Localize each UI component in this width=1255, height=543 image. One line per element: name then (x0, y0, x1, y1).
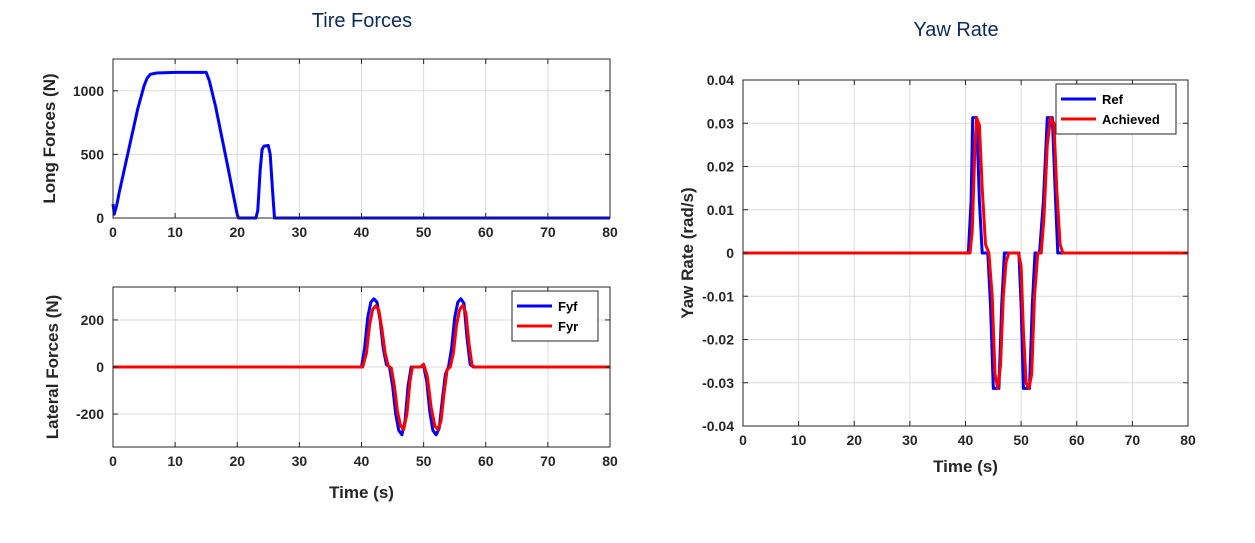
x-tick-label: 10 (167, 453, 183, 469)
series-line-Achieved (743, 116, 1188, 390)
yaw-rate-axes: 0 10 20 30 40 50 60 70 80 -0.04 -0.03 -0.02 -0.01 0 0.… (678, 72, 1196, 476)
y-tick-label: 500 (81, 146, 105, 162)
x-tick-label: 40 (958, 432, 974, 448)
y-tick-label: 200 (81, 312, 105, 328)
lateral-forces-axes: 0 10 20 30 40 50 60 70 80 -200 0 200 Lateral Forces … (43, 286, 618, 502)
x-tick-label: 40 (354, 224, 370, 240)
x-tick-label: 70 (540, 453, 556, 469)
y-tick-label: 0.02 (707, 159, 734, 175)
x-tick-label: 0 (109, 224, 117, 240)
legend: Fyf Fyr (511, 290, 599, 342)
x-tick-label: 80 (1180, 432, 1196, 448)
legend-label: Ref (1102, 92, 1124, 107)
y-tick-label: 0 (96, 359, 104, 375)
y-tick-label: -0.04 (702, 418, 734, 434)
series-line-long (111, 70, 610, 220)
legend: Ref Achieved (1055, 83, 1177, 135)
x-tick-label: 20 (229, 224, 245, 240)
y-tick-label: 0.03 (707, 115, 734, 131)
x-tick-label: 10 (167, 224, 183, 240)
y-tick-label: 0 (726, 245, 734, 261)
x-tick-label: 20 (229, 453, 245, 469)
x-tick-label: 30 (902, 432, 918, 448)
y-tick-label: 0.04 (707, 72, 734, 88)
y-axis-label: Lateral Forces (N) (43, 295, 62, 440)
x-tick-label: 50 (416, 453, 432, 469)
legend-box (1055, 83, 1177, 135)
y-tick-label: 0 (96, 210, 104, 226)
x-tick-label: 0 (109, 453, 117, 469)
x-tick-label: 30 (292, 224, 308, 240)
y-tick-label: 1000 (73, 83, 104, 99)
x-axis-label: Time (s) (329, 483, 394, 502)
legend-box (511, 290, 599, 342)
y-tick-label: -0.02 (702, 332, 734, 348)
x-tick-label: 50 (1013, 432, 1029, 448)
x-tick-label: 60 (478, 453, 494, 469)
x-tick-label: 70 (1125, 432, 1141, 448)
legend-label: Achieved (1102, 112, 1160, 127)
legend-label: Fyr (558, 319, 578, 334)
x-axis-label: Time (s) (933, 457, 998, 476)
legend-label: Fyf (558, 299, 578, 314)
long-forces-axes: 0 10 20 30 40 50 60 70 80 0 500 1000 Long Forces (N) (40, 58, 618, 240)
x-tick-label: 40 (354, 453, 370, 469)
x-tick-label: 50 (416, 224, 432, 240)
yaw-rate-title: Yaw Rate (913, 19, 998, 41)
y-tick-label: 0.01 (707, 202, 734, 218)
series-line-Fyr (113, 303, 610, 431)
tire-forces-title: Tire Forces (312, 10, 412, 32)
y-axis-label: Yaw Rate (rad/s) (678, 187, 697, 318)
x-tick-label: 0 (739, 432, 747, 448)
x-tick-label: 70 (540, 224, 556, 240)
y-tick-label: -0.03 (702, 375, 734, 391)
x-tick-label: 20 (846, 432, 862, 448)
y-tick-label: -200 (76, 406, 104, 422)
x-tick-label: 60 (1069, 432, 1085, 448)
x-tick-label: 80 (602, 224, 618, 240)
x-tick-label: 60 (478, 224, 494, 240)
x-tick-label: 10 (791, 432, 807, 448)
y-tick-label: -0.01 (702, 288, 734, 304)
x-tick-label: 80 (602, 453, 618, 469)
y-axis-label: Long Forces (N) (40, 73, 59, 203)
x-tick-label: 30 (292, 453, 308, 469)
